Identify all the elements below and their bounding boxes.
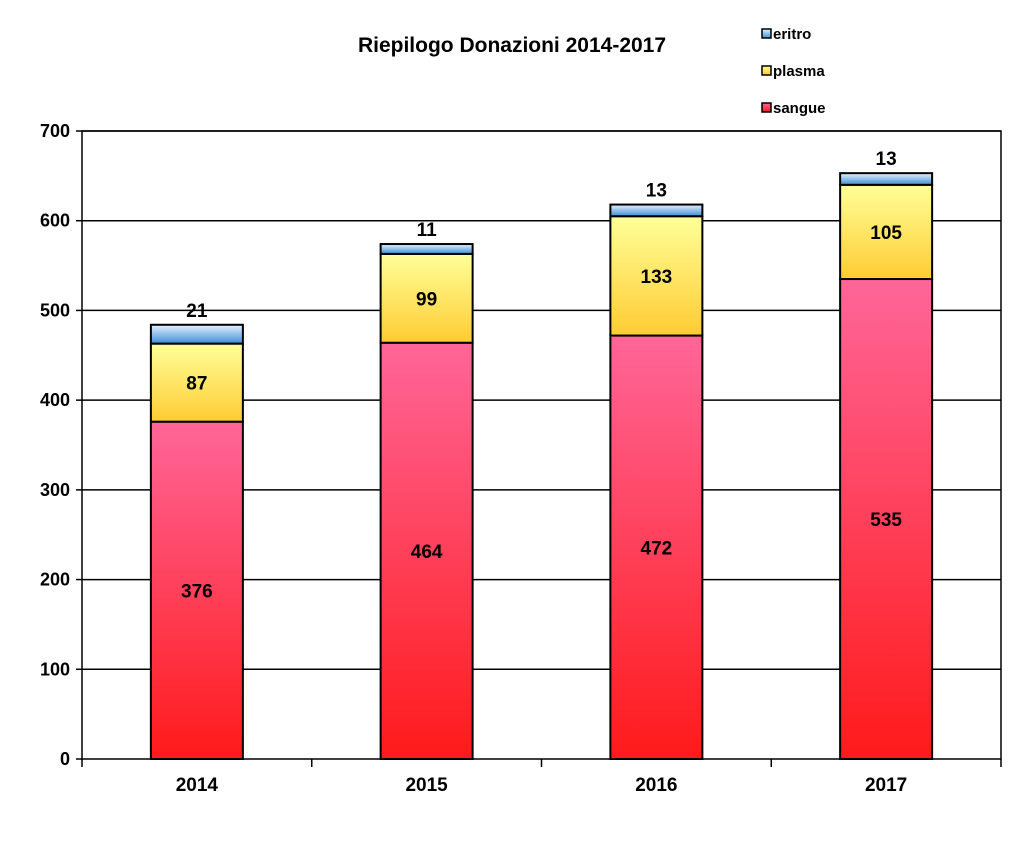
x-tick-label: 2016 [635, 775, 677, 796]
bar-segment-sangue [609, 334, 704, 760]
y-tick-label: 300 [40, 480, 70, 500]
data-label: 472 [641, 538, 673, 559]
x-tick-label: 2015 [405, 775, 448, 796]
data-label: 464 [411, 542, 443, 563]
bar-segment-plasma [379, 252, 474, 344]
data-label: 133 [641, 267, 673, 288]
legend-swatch-plasma [761, 65, 772, 76]
data-label: 11 [417, 220, 438, 241]
y-tick-label: 0 [60, 749, 70, 769]
x-tick-label: 2017 [865, 775, 907, 796]
plot-area: 0 100 200 300 400 500 600 700 376 87 21 2014 464 99 11… [40, 121, 1002, 796]
data-label: 87 [186, 374, 207, 395]
y-tick-label: 600 [40, 211, 70, 231]
bar-segment-eritro [609, 203, 704, 218]
data-label: 21 [186, 301, 208, 322]
data-label: 376 [181, 581, 213, 602]
legend-label: plasma [773, 63, 825, 80]
bar-segment-eritro [839, 172, 934, 186]
bar-segment-sangue [379, 341, 474, 760]
bar-segment-eritro [149, 323, 244, 345]
y-tick-label: 500 [40, 300, 70, 320]
legend-label: sangue [773, 100, 826, 117]
legend-label: eritro [773, 26, 811, 43]
data-label: 13 [876, 149, 897, 170]
bar-segment-sangue [839, 278, 934, 760]
y-tick-label: 100 [40, 659, 70, 679]
data-label: 99 [416, 289, 437, 310]
data-label: 13 [646, 181, 667, 202]
y-tick-label: 200 [40, 570, 70, 590]
bar-segment-plasma [149, 342, 244, 423]
bar-segment-sangue [149, 420, 244, 760]
data-label: 535 [870, 510, 902, 531]
y-tick-label: 400 [40, 390, 70, 410]
bar-segment-eritro [379, 243, 474, 255]
bar-segment-plasma [839, 183, 934, 281]
legend: eritro plasma sangue [761, 26, 826, 117]
y-tick-label: 700 [40, 121, 70, 141]
data-label: 105 [870, 223, 902, 244]
legend-swatch-sangue [761, 102, 772, 113]
legend-swatch-eritro [761, 28, 772, 39]
x-tick-label: 2014 [176, 775, 219, 796]
chart-title: Riepilogo Donazioni 2014-2017 [358, 34, 666, 57]
